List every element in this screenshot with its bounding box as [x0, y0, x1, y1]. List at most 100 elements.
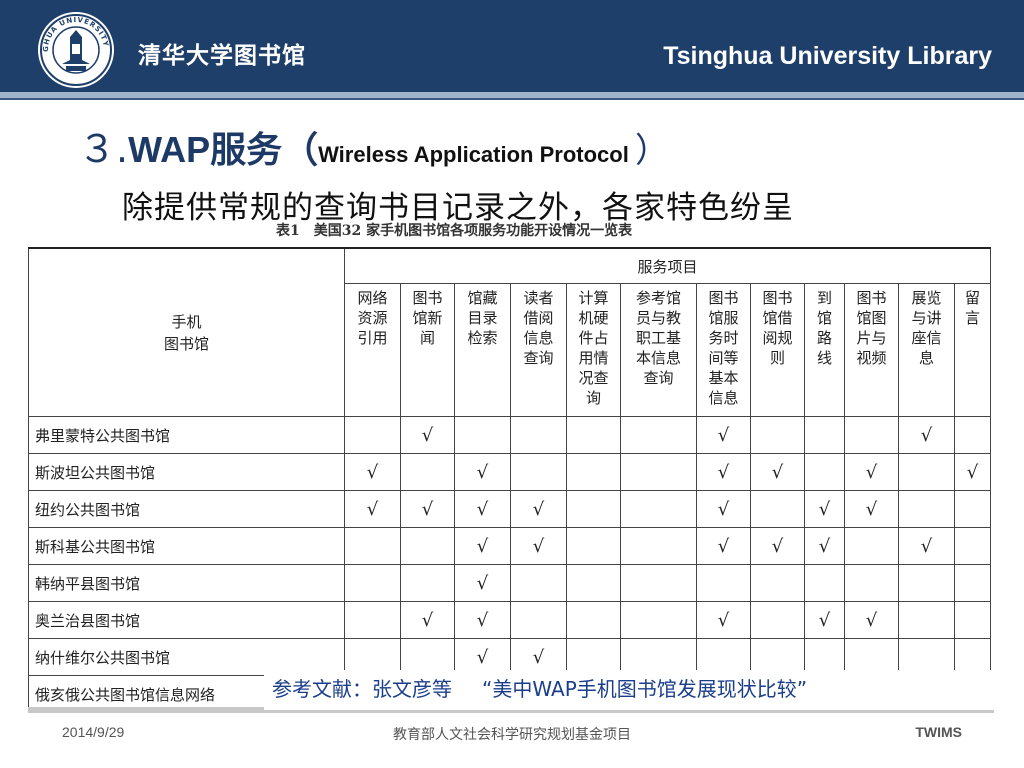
table-row: 韩纳平县图书馆 √: [28, 564, 992, 602]
title-sub: Wireless Application Protocol: [318, 142, 635, 167]
column-header-line: 务时: [708, 329, 739, 347]
check-mark: √: [804, 527, 845, 565]
corner-line-2: 图书馆: [163, 334, 209, 353]
column-header-line: 到: [816, 289, 832, 307]
corner-line-1: 手机: [171, 312, 202, 331]
table-body: 弗里蒙特公共图书馆 √ √ √ 斯波坦公共图书馆 √ √ √ √ √ √ 纽约公共图书馆 √ √ √ √ √ √ √…: [28, 416, 992, 713]
library-name: 韩纳平县图书馆: [28, 564, 345, 602]
empty-cell: [953, 527, 992, 565]
column-header: 到馆路线: [804, 283, 845, 417]
column-header: 参考馆 员与教 职工基 本信息 查询: [620, 283, 697, 417]
column-header-line: 读者: [523, 289, 554, 307]
column-header: 计算 机硬 件占 用情 况查询: [566, 283, 621, 417]
column-header-line: 用情: [578, 349, 609, 367]
title-main: WAP服务（: [128, 129, 319, 170]
empty-cell: [750, 490, 805, 528]
check-mark: √: [844, 601, 899, 639]
column-header-line: 借阅: [523, 309, 554, 327]
empty-cell: [804, 453, 845, 491]
column-header-line: 片与: [856, 329, 887, 347]
column-header-line: 图书: [412, 289, 443, 307]
table-row: 弗里蒙特公共图书馆 √ √ √: [28, 416, 992, 454]
library-name: 奥兰治县图书馆: [28, 601, 345, 639]
empty-cell: [844, 564, 899, 602]
column-header-line: 检索: [467, 329, 498, 347]
empty-cell: [953, 601, 992, 639]
column-header: 图书 馆图 片与 视频: [844, 283, 899, 417]
header-rule-dark: [0, 98, 1024, 100]
check-mark: √: [696, 601, 751, 639]
empty-cell: [898, 601, 955, 639]
service-table: 手机 图书馆 服务项目 网络 资源 引用 图书 馆新闻馆藏 目录 检索 读者 借阅 信息 查询 计算机…: [28, 247, 992, 713]
library-name: 弗里蒙特公共图书馆: [28, 416, 345, 454]
column-header-line: 视频: [856, 349, 887, 367]
column-header: 留言: [953, 283, 992, 417]
check-mark: √: [696, 527, 751, 565]
footer-brand: TWIMS: [915, 724, 962, 740]
empty-cell: [344, 527, 401, 565]
check-mark: √: [510, 490, 567, 528]
column-header-line: 件占: [578, 329, 609, 347]
empty-cell: [400, 564, 455, 602]
check-mark: √: [510, 527, 567, 565]
check-mark: √: [454, 564, 511, 602]
empty-cell: [750, 601, 805, 639]
check-mark: √: [400, 601, 455, 639]
column-header-line: 图书: [762, 289, 793, 307]
empty-cell: [844, 638, 899, 676]
empty-cell: [620, 601, 697, 639]
column-header-line: 参考馆: [635, 289, 681, 307]
table-bottom-strip: [28, 707, 994, 713]
column-header-line: 留: [965, 289, 981, 307]
empty-cell: [804, 416, 845, 454]
corner-header: 手机 图书馆: [28, 247, 345, 417]
empty-cell: [750, 564, 805, 602]
column-header: 展览 与讲 座信息: [898, 283, 955, 417]
check-mark: √: [510, 638, 567, 676]
column-header-row: 网络 资源 引用 图书 馆新闻馆藏 目录 检索 读者 借阅 信息 查询 计算 机硬 件占 用情 况查询参考馆员…: [29, 283, 992, 417]
empty-cell: [566, 564, 621, 602]
check-mark: √: [400, 416, 455, 454]
service-group-header: 服务项目: [343, 247, 992, 284]
column-header-line: 馆图: [856, 309, 887, 327]
empty-cell: [566, 490, 621, 528]
check-mark: √: [844, 453, 899, 491]
column-header-line: 阅规: [762, 329, 793, 347]
column-header-line: 查询: [523, 349, 554, 367]
check-mark: √: [454, 527, 511, 565]
empty-cell: [620, 638, 697, 676]
check-mark: √: [696, 416, 751, 454]
column-header-line: 馆藏: [467, 289, 498, 307]
empty-cell: [454, 416, 511, 454]
column-header-line: 查询: [643, 369, 674, 387]
empty-cell: [400, 453, 455, 491]
empty-cell: [620, 527, 697, 565]
column-header-line: 线: [816, 349, 832, 367]
empty-cell: [510, 564, 567, 602]
empty-cell: [510, 416, 567, 454]
column-header: 图书 馆新闻: [400, 283, 455, 417]
check-mark: √: [844, 490, 899, 528]
column-header-line: 息: [918, 349, 934, 367]
column-header-line: 计算: [578, 289, 609, 307]
column-header-line: 职工基: [635, 329, 681, 347]
check-mark: √: [898, 527, 955, 565]
header-rule: [0, 92, 1024, 98]
check-mark: √: [454, 601, 511, 639]
empty-cell: [953, 416, 992, 454]
check-mark: √: [454, 490, 511, 528]
empty-cell: [898, 638, 955, 676]
title-close: ）: [634, 131, 669, 171]
title-number: ３.: [78, 127, 129, 171]
empty-cell: [898, 490, 955, 528]
empty-cell: [344, 564, 401, 602]
column-header-line: 与讲: [911, 309, 942, 327]
empty-cell: [510, 601, 567, 639]
column-header-line: 则: [769, 349, 785, 367]
column-header-line: 言: [965, 309, 981, 327]
column-header-line: 间等: [708, 349, 739, 367]
empty-cell: [844, 527, 899, 565]
table-row: 纽约公共图书馆 √ √ √ √ √ √ √: [28, 490, 992, 528]
column-header: 网络 资源 引用: [344, 283, 401, 417]
empty-cell: [344, 416, 401, 454]
